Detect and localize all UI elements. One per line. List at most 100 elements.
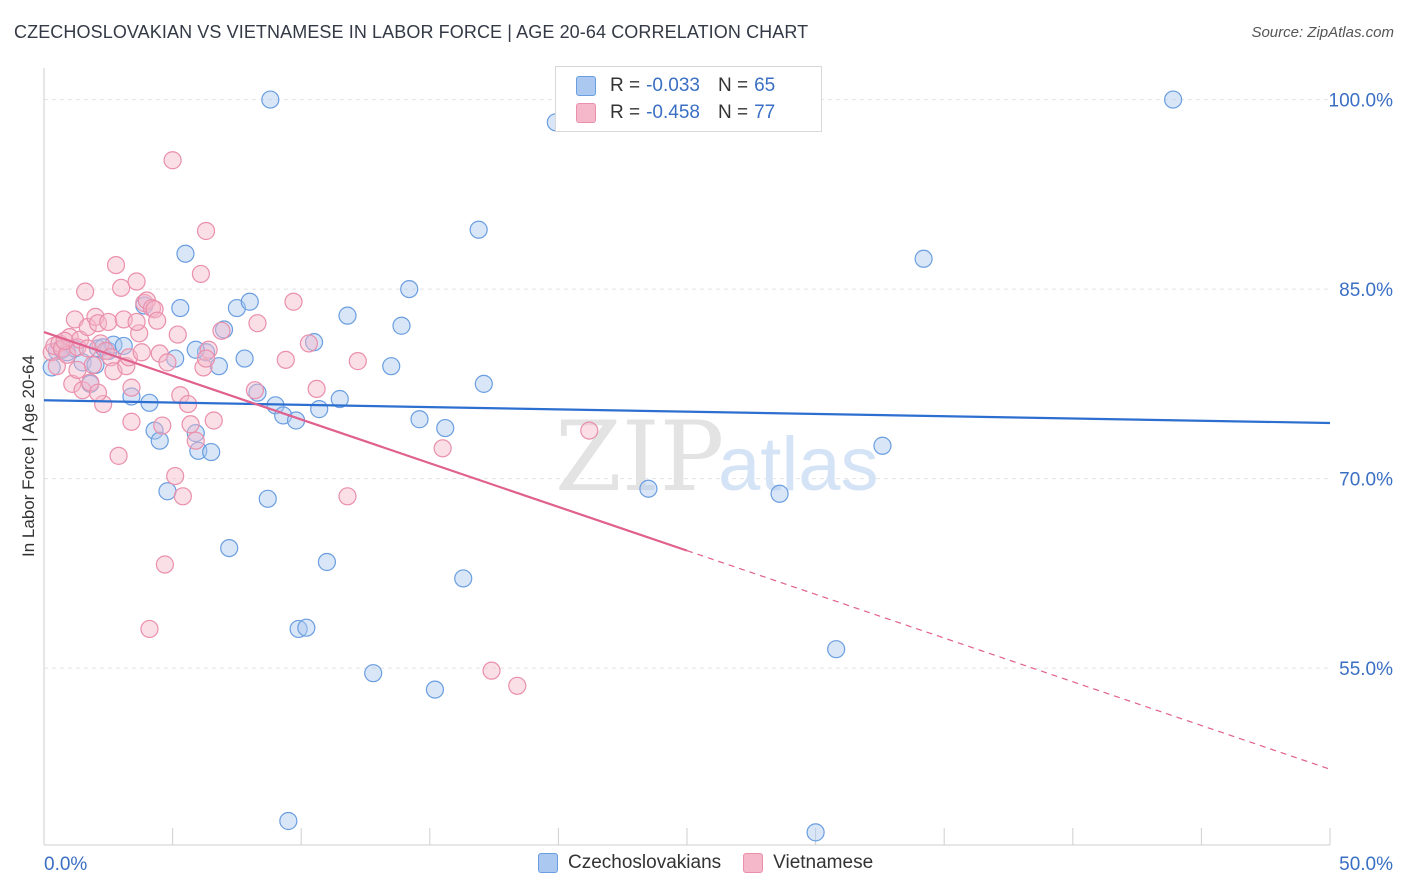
viet-r-label: R = xyxy=(610,102,641,123)
viet-point xyxy=(158,353,177,372)
czech-point xyxy=(474,374,493,393)
viet-point xyxy=(299,334,319,353)
czech-point xyxy=(410,410,429,429)
czech-point xyxy=(1164,90,1183,109)
y-tick-label: 70.0% xyxy=(1339,470,1393,491)
trend-lines xyxy=(43,331,1331,770)
viet-trend-extrapolation xyxy=(686,550,1331,770)
viet-point xyxy=(106,255,126,275)
watermark-atlas: atlas xyxy=(718,422,879,507)
viet-point xyxy=(196,221,216,241)
czech-point xyxy=(382,357,401,376)
viet-legend-label: Vietnamese xyxy=(773,852,874,873)
czech-point xyxy=(770,484,789,503)
viet-r-value: -0.458 xyxy=(646,102,700,123)
viet-point xyxy=(145,300,164,319)
viet-point xyxy=(122,412,141,431)
czech-point xyxy=(258,489,277,508)
viet-point xyxy=(73,381,92,400)
viet-point xyxy=(196,349,216,368)
viet-point xyxy=(482,661,501,680)
legend-row-czech: R = -0.033 N = 65 xyxy=(576,73,775,99)
viet-point xyxy=(168,325,187,344)
czech-r-value: -0.033 xyxy=(646,75,700,96)
czech-legend-label: Czechoslovakians xyxy=(568,852,722,873)
czech-point xyxy=(330,389,349,409)
viet-point xyxy=(212,321,231,340)
viet-point xyxy=(81,373,100,392)
czech-point xyxy=(297,618,316,637)
viet-swatch xyxy=(576,103,596,123)
chart-title: CZECHOSLOVAKIAN VS VIETNAMESE IN LABOR F… xyxy=(14,22,809,42)
y-tick-label: 55.0% xyxy=(1339,659,1393,680)
viet-point xyxy=(109,446,128,465)
viet-point xyxy=(58,345,77,364)
y-tick-label: 100.0% xyxy=(1329,91,1394,112)
czech-swatch xyxy=(576,76,596,96)
viet-point xyxy=(140,619,159,639)
czech-point xyxy=(261,90,280,109)
viet-point xyxy=(155,555,174,574)
stats-legend: R = -0.033 N = 65 R = -0.458 N = 77 xyxy=(555,66,822,132)
czech-point xyxy=(914,249,933,268)
viet-point xyxy=(88,383,108,402)
viet-point xyxy=(83,355,102,375)
viet-point xyxy=(178,394,198,414)
x-tick-label-max: 50.0% xyxy=(1339,854,1393,875)
viet-point xyxy=(127,272,146,291)
viet-legend-swatch xyxy=(743,853,764,873)
legend-item-viet[interactable]: Vietnamese xyxy=(743,852,873,874)
viet-point xyxy=(94,394,113,414)
viet-points xyxy=(42,151,599,695)
czech-n-value: 65 xyxy=(754,75,776,96)
viet-point xyxy=(76,282,95,301)
czech-point xyxy=(317,552,337,572)
viet-point xyxy=(68,360,87,380)
viet-point xyxy=(132,343,151,362)
legend-item-czech[interactable]: Czechoslovakians xyxy=(538,852,721,874)
viet-point xyxy=(433,439,452,458)
axes xyxy=(43,68,1331,846)
czech-point xyxy=(425,680,445,699)
czech-points xyxy=(42,90,1183,842)
viet-point xyxy=(186,431,205,450)
czech-point xyxy=(639,479,658,498)
viet-point xyxy=(580,421,599,440)
viet-point xyxy=(276,350,295,369)
viet-point xyxy=(78,339,97,358)
viet-n-value: 77 xyxy=(754,102,776,123)
y-tick-label: 85.0% xyxy=(1339,280,1393,301)
viet-trend-line xyxy=(43,331,688,552)
czech-point xyxy=(289,619,308,639)
czech-point xyxy=(873,436,892,455)
czech-r-label: R = xyxy=(610,75,641,96)
viet-point xyxy=(47,357,66,376)
viet-point xyxy=(130,324,149,343)
czech-point xyxy=(338,306,357,325)
watermark-zip: ZIP xyxy=(555,401,724,513)
axis-labels: 55.0% 70.0% 85.0% 100.0% 0.0% 50.0% In Labor F… xyxy=(19,91,1393,875)
czech-point xyxy=(827,640,846,659)
viet-point xyxy=(153,416,172,435)
czech-point xyxy=(310,400,329,419)
viet-point xyxy=(173,487,192,506)
series-legend: Czechoslovakians Vietnamese xyxy=(538,852,895,874)
source-credit: Source: ZipAtlas.com xyxy=(1251,24,1394,41)
x-tick-label-min: 0.0% xyxy=(44,854,87,875)
czech-point xyxy=(176,244,195,263)
czech-point xyxy=(220,538,239,558)
y-axis-title: In Labor Force | Age 20-64 xyxy=(19,355,38,557)
czech-point xyxy=(171,298,190,318)
czech-point xyxy=(114,336,133,356)
czech-point xyxy=(202,442,221,462)
gridlines xyxy=(44,99,1330,669)
viet-point xyxy=(348,352,367,371)
viet-point xyxy=(78,317,97,337)
czech-point xyxy=(454,569,473,588)
viet-point xyxy=(166,466,185,486)
viet-n-label: N = xyxy=(717,102,749,123)
viet-point xyxy=(148,311,167,330)
czech-point xyxy=(392,316,411,335)
czech-point xyxy=(235,349,254,368)
